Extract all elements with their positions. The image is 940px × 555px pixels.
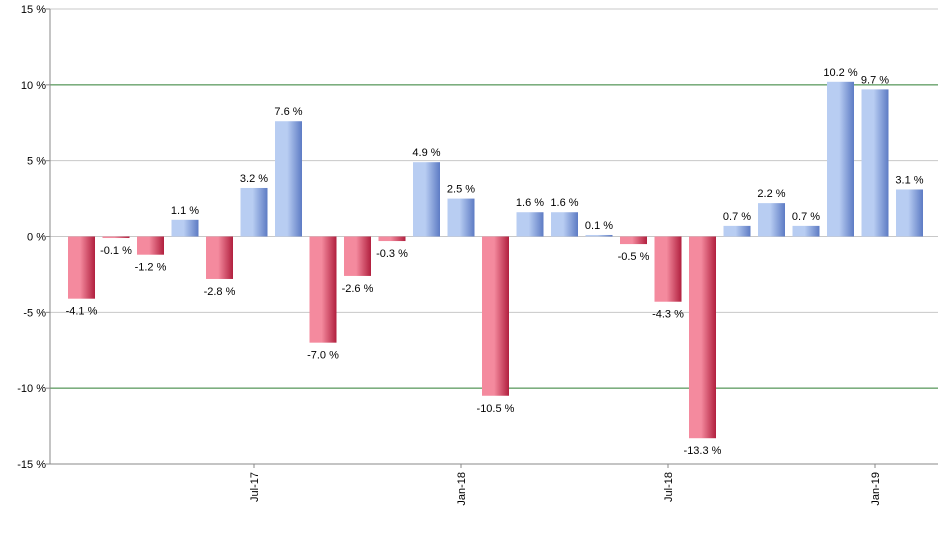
bar xyxy=(137,236,164,255)
bar xyxy=(689,236,716,439)
y-axis-tick-labels: 15 % 10 % 5 % 0 % -5 % -10 % -15 % xyxy=(17,4,46,471)
y-tick-label: 0 % xyxy=(27,232,46,244)
data-label: -0.5 % xyxy=(618,251,650,263)
y-tick-label: 15 % xyxy=(21,4,46,16)
data-label: 1.1 % xyxy=(171,205,199,217)
y-tick-label: 5 % xyxy=(27,156,46,168)
data-label: -13.3 % xyxy=(684,445,722,457)
data-label: 2.2 % xyxy=(757,188,785,200)
y-tick-label: 10 % xyxy=(21,80,46,92)
data-label: 4.9 % xyxy=(412,147,440,159)
data-label: 0.7 % xyxy=(723,211,751,223)
y-tick-label: -15 % xyxy=(17,459,46,471)
data-labels: -4.1 % -0.1 %-1.2 % 1.1 % -2.8 % 3.2 % 7.6 % -… xyxy=(66,67,924,457)
x-axis-tick-labels: Jul-17 Jan-18 Jul-18 Jan-19 xyxy=(249,464,882,506)
data-label: -1.2 % xyxy=(135,262,167,274)
bar xyxy=(792,225,820,237)
y-tick-label: -10 % xyxy=(17,383,46,395)
data-label: 3.2 % xyxy=(240,173,268,185)
y-tick-label: -5 % xyxy=(23,307,46,319)
data-label: -4.3 % xyxy=(652,309,684,321)
bar xyxy=(861,89,889,237)
bar xyxy=(585,234,613,237)
x-tick-label: Jul-18 xyxy=(663,472,675,502)
data-label: -2.6 % xyxy=(342,283,374,295)
x-tick-label: Jan-19 xyxy=(870,472,882,506)
data-label: 1.6 % xyxy=(550,197,578,209)
data-label: -4.1 % xyxy=(66,306,98,318)
bar xyxy=(516,212,544,237)
bar xyxy=(827,81,854,237)
bar xyxy=(378,236,406,242)
data-label: 0.1 % xyxy=(585,220,613,232)
data-label: -0.1 % xyxy=(100,245,132,257)
data-label: 10.2 % xyxy=(823,67,857,79)
data-label: 1.6 % xyxy=(516,197,544,209)
bar xyxy=(240,187,268,237)
bar xyxy=(275,121,302,237)
bar xyxy=(413,162,440,237)
x-tick-label: Jan-18 xyxy=(456,472,468,506)
data-label: 9.7 % xyxy=(861,74,889,86)
data-label: 2.5 % xyxy=(447,184,475,196)
data-label: 0.7 % xyxy=(792,211,820,223)
bar xyxy=(758,203,785,237)
bar xyxy=(620,236,647,245)
bar xyxy=(896,189,923,237)
bar xyxy=(723,225,751,237)
bars xyxy=(68,81,923,439)
bar xyxy=(309,236,337,343)
bar xyxy=(102,236,130,239)
data-label: -7.0 % xyxy=(307,350,339,362)
bar xyxy=(171,219,199,237)
data-label: -10.5 % xyxy=(477,403,515,415)
data-label: 7.6 % xyxy=(274,106,302,118)
bar xyxy=(68,236,95,299)
axes xyxy=(49,9,938,465)
data-label: -0.3 % xyxy=(376,248,408,260)
bar xyxy=(447,198,475,237)
data-label: -2.8 % xyxy=(204,286,236,298)
data-label: 3.1 % xyxy=(895,174,923,186)
bar xyxy=(551,212,578,237)
bar xyxy=(344,236,371,276)
bar xyxy=(654,236,682,302)
x-tick-label: Jul-17 xyxy=(249,472,261,502)
bar xyxy=(206,236,233,279)
bar xyxy=(482,236,509,396)
